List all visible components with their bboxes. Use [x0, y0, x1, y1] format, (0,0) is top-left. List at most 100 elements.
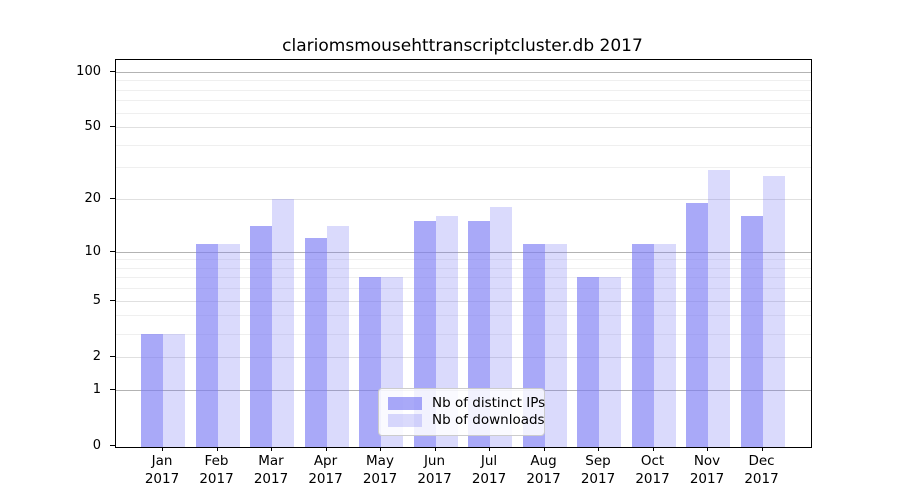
gridline-major — [116, 251, 811, 253]
legend-label-downloads: Nb of downloads — [432, 412, 545, 428]
bar-downloads — [490, 207, 512, 447]
x-tick-mark — [598, 447, 599, 451]
x-tick-year: 2017 — [144, 471, 180, 487]
bar-distinct-ips — [141, 333, 163, 447]
x-tick-year: 2017 — [744, 471, 779, 487]
y-tick-mark — [110, 70, 115, 72]
bar-downloads — [708, 170, 730, 447]
y-tick-mark — [110, 445, 115, 446]
y-tick-mark — [110, 299, 115, 301]
x-tick-month: Feb — [204, 453, 229, 469]
x-tick-year: 2017 — [253, 471, 289, 487]
x-tick-year: 2017 — [471, 471, 507, 487]
plot-area — [115, 59, 812, 448]
bar-distinct-ips — [740, 216, 763, 447]
gridline-major — [116, 300, 811, 302]
gridline-minor — [116, 288, 811, 290]
x-tick-month: Sep — [585, 453, 611, 469]
x-tick-year: 2017 — [199, 471, 234, 487]
x-tick-month: Oct — [640, 453, 665, 469]
gridline-minor — [116, 80, 811, 82]
bar-distinct-ips — [686, 203, 708, 447]
bar-downloads — [326, 226, 349, 447]
bar-distinct-ips — [631, 244, 654, 447]
legend-label-distinct-ips: Nb of distinct IPs — [432, 395, 546, 411]
y-tick-mark — [110, 355, 115, 357]
gridline-minor — [116, 89, 811, 91]
gridline-minor — [116, 167, 811, 169]
legend-item-downloads: Nb of downloads — [388, 413, 545, 428]
x-tick-year: 2017 — [308, 471, 343, 487]
bar-downloads — [762, 175, 785, 447]
x-tick-month: Jan — [151, 453, 173, 469]
x-tick-mark — [543, 447, 545, 451]
x-tick-mark — [162, 447, 163, 451]
x-tick-year: 2017 — [580, 471, 616, 487]
y-tick-label: 2 — [92, 348, 101, 364]
x-tick-label: Jun 2017 — [403, 452, 467, 488]
y-tick-label: 1 — [92, 381, 101, 397]
x-tick-month: Jun — [423, 453, 446, 469]
bar-distinct-ips — [304, 237, 327, 447]
x-tick-label: Oct 2017 — [621, 452, 685, 488]
y-tick-mark — [110, 198, 115, 200]
x-tick-year: 2017 — [635, 471, 670, 487]
y-tick-mark — [110, 388, 115, 390]
bar-downloads — [217, 244, 240, 447]
bar-distinct-ips — [195, 244, 218, 447]
x-tick-label: Jul 2017 — [457, 452, 521, 488]
x-tick-mark — [761, 447, 763, 451]
x-tick-year: 2017 — [362, 471, 398, 487]
gridline-minor — [116, 333, 811, 335]
x-tick-label: Feb 2017 — [185, 452, 249, 488]
gridline-major — [116, 127, 811, 129]
x-tick-month: May — [366, 453, 394, 469]
x-tick-mark — [271, 447, 272, 451]
y-tick-label: 10 — [84, 243, 101, 259]
x-tick-mark — [652, 447, 654, 451]
x-tick-mark — [325, 447, 327, 451]
x-tick-year: 2017 — [526, 471, 561, 487]
y-tick-mark — [110, 250, 115, 252]
gridline-major — [116, 356, 811, 358]
bar-distinct-ips — [250, 226, 272, 447]
x-tick-label: Aug 2017 — [512, 452, 576, 488]
y-tick-mark — [110, 126, 115, 128]
gridline-minor — [116, 267, 811, 269]
x-tick-year: 2017 — [689, 471, 725, 487]
x-tick-month: Mar — [258, 453, 284, 469]
legend-item-distinct-ips: Nb of distinct IPs — [388, 396, 545, 411]
gridline-major — [116, 199, 811, 201]
x-tick-label: Sep 2017 — [566, 452, 630, 488]
legend: Nb of distinct IPs Nb of downloads — [378, 388, 545, 436]
x-tick-label: Apr 2017 — [294, 452, 358, 488]
gridline-minor — [116, 100, 811, 102]
gridline-minor — [116, 277, 811, 279]
x-tick-month: Nov — [693, 453, 721, 469]
legend-swatch-downloads-icon — [388, 414, 422, 427]
y-tick-label: 20 — [84, 191, 101, 207]
x-tick-month: Jul — [480, 453, 498, 469]
bar-downloads — [599, 277, 621, 447]
y-tick-label: 50 — [84, 119, 101, 135]
y-tick-label: 100 — [76, 63, 101, 79]
x-tick-mark — [380, 447, 381, 451]
chart-title: clariomsmousehttranscriptcluster.db 2017 — [282, 36, 643, 56]
bar-downloads — [272, 199, 294, 447]
y-tick-label: 0 — [92, 438, 101, 453]
gridline-major — [116, 71, 811, 73]
x-tick-month: Apr — [313, 453, 338, 469]
bar-downloads — [163, 333, 185, 447]
x-tick-label: Jan 2017 — [130, 452, 194, 488]
gridline-minor — [116, 315, 811, 317]
bar-distinct-ips — [577, 277, 599, 447]
gridline-minor — [116, 259, 811, 261]
x-tick-mark — [707, 447, 708, 451]
gridline-minor — [116, 112, 811, 114]
x-tick-month: Dec — [748, 453, 775, 469]
bar-distinct-ips — [359, 277, 381, 447]
x-tick-mark — [216, 447, 218, 451]
x-tick-month: Aug — [530, 453, 557, 469]
x-tick-mark — [434, 447, 436, 451]
